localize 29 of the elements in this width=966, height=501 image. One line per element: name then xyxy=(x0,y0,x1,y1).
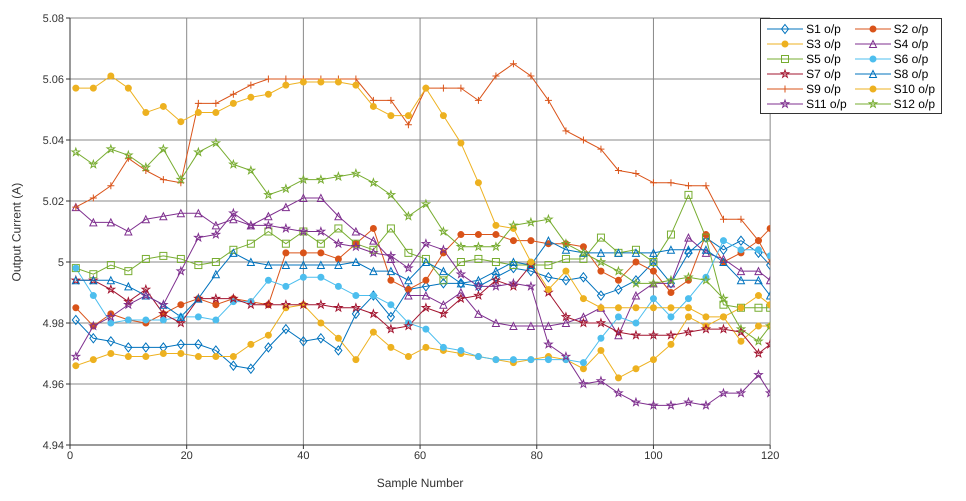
legend-label: S1 o/p xyxy=(806,22,841,36)
legend-label: S10 o/p xyxy=(894,82,935,96)
y-tick-label: 5.02 xyxy=(42,196,64,208)
y-tick-label: 5.04 xyxy=(42,134,64,147)
y-tick-label: 5.08 xyxy=(42,12,64,25)
legend-label: S4 o/p xyxy=(894,36,928,50)
y-tick-label: 4.98 xyxy=(42,318,64,330)
legend-label: S6 o/p xyxy=(894,52,928,66)
y-tick-label: 5.06 xyxy=(42,74,64,86)
x-tick-label: 120 xyxy=(760,450,780,462)
x-axis-title: Sample Number xyxy=(376,476,464,490)
legend-label: S12 o/p xyxy=(894,96,935,110)
x-tick-label: 100 xyxy=(644,450,663,462)
legend-label: S7 o/p xyxy=(806,66,841,80)
legend-label: S2 o/p xyxy=(894,22,928,36)
y-tick-label: 5 xyxy=(58,256,64,269)
x-tick-label: 20 xyxy=(180,450,193,462)
legend-label: S5 o/p xyxy=(806,52,841,66)
legend-label: S8 o/p xyxy=(894,66,928,80)
legend-label: S11 o/p xyxy=(806,96,847,110)
x-tick-label: 60 xyxy=(414,450,426,462)
x-tick-label: 80 xyxy=(530,450,543,462)
y-tick-label: 4.94 xyxy=(42,440,64,452)
legend-label: S3 o/p xyxy=(806,36,841,50)
y-tick-label: 4.96 xyxy=(42,378,64,391)
y-axis-title: Output Current (A) xyxy=(9,182,24,282)
legend-label: S9 o/p xyxy=(806,82,841,96)
x-tick-label: 0 xyxy=(66,450,74,462)
x-tick-label: 40 xyxy=(297,450,310,462)
